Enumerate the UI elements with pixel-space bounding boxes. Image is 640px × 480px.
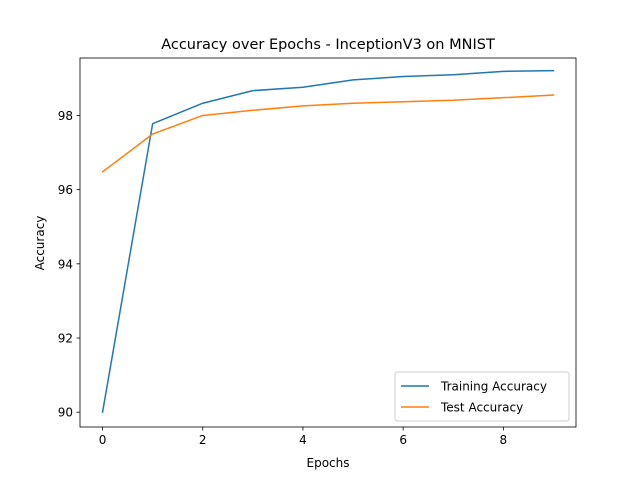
legend-label: Training Accuracy — [440, 380, 547, 394]
x-tick-label: 2 — [199, 433, 207, 447]
x-tick-label: 0 — [99, 433, 107, 447]
legend-label: Test Accuracy — [440, 401, 523, 415]
y-tick-label: 92 — [58, 331, 73, 345]
y-tick-label: 90 — [58, 406, 73, 420]
y-axis-label: Accuracy — [33, 216, 47, 271]
x-tick-label: 6 — [399, 433, 407, 447]
x-tick-label: 8 — [500, 433, 508, 447]
legend-box — [394, 371, 570, 422]
y-tick-label: 94 — [58, 257, 73, 271]
x-axis-label: Epochs — [307, 456, 350, 470]
y-tick-label: 98 — [58, 109, 73, 123]
series-line-training-accuracy — [101, 69, 555, 414]
x-tick-label: 4 — [299, 433, 307, 447]
axes-frame — [79, 57, 577, 428]
series-line-test-accuracy — [101, 94, 555, 173]
legend: Training Accuracy Test Accuracy — [394, 371, 570, 422]
chart-title: Accuracy over Epochs - InceptionV3 on MN… — [161, 37, 495, 53]
y-tick-label: 96 — [58, 183, 73, 197]
plot-area: 0 2 4 6 8 90 92 94 96 98 — [58, 57, 577, 447]
